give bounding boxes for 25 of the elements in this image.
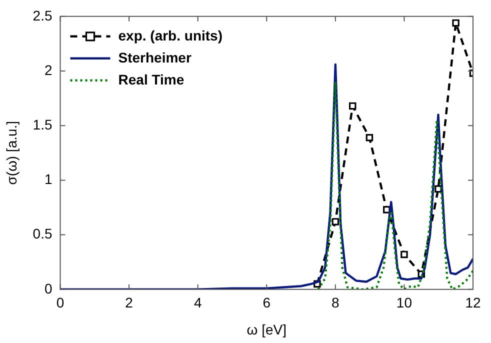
y-axis-title: σ(ω) [a.u.] — [3, 120, 20, 185]
y-tick-label: 2.5 — [32, 7, 52, 24]
y-tick-label: 1 — [44, 171, 52, 188]
x-axis-title: ω [eV] — [246, 321, 286, 338]
x-tick-label: 2 — [125, 294, 134, 311]
x-tick-label: 8 — [332, 294, 340, 311]
x-tick-label: 6 — [262, 294, 271, 311]
x-tick-label: 4 — [194, 294, 202, 311]
y-tick-label: 2 — [44, 62, 52, 78]
point — [366, 134, 374, 142]
x-tick-label: 0 — [56, 294, 64, 311]
x-tick-label: 10 — [396, 294, 412, 311]
point — [332, 218, 340, 226]
legend-label: Real Time — [118, 71, 184, 88]
x-tick-label: 12 — [465, 294, 481, 311]
y-tick-label: 1.5 — [32, 116, 52, 132]
y-tick-label: 0.5 — [32, 226, 52, 242]
point — [400, 250, 408, 258]
y-tick-label: 0 — [44, 280, 52, 296]
point — [348, 102, 356, 110]
line-series — [317, 80, 473, 290]
legend-label: Sterheimer — [118, 49, 192, 66]
point — [383, 206, 390, 214]
point — [452, 19, 460, 27]
legend-label: exp. (arb. units) — [118, 27, 222, 44]
